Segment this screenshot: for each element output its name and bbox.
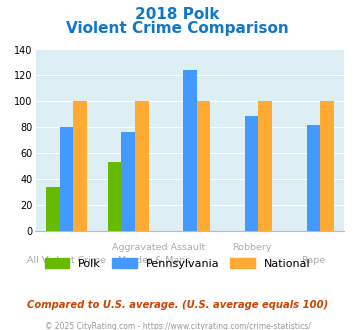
Bar — [197, 101, 210, 231]
Bar — [258, 101, 272, 231]
Bar — [245, 115, 258, 231]
Bar — [307, 125, 320, 231]
Bar — [183, 70, 197, 231]
Text: Rape: Rape — [301, 256, 326, 265]
Text: 2018 Polk: 2018 Polk — [135, 7, 220, 21]
Bar — [135, 101, 148, 231]
Text: Aggravated Assault: Aggravated Assault — [113, 243, 206, 251]
Text: Robbery: Robbery — [232, 243, 272, 251]
Bar — [46, 187, 60, 231]
Text: All Violent Crime: All Violent Crime — [27, 256, 106, 265]
Text: Murder & Mans...: Murder & Mans... — [119, 256, 200, 265]
Text: Violent Crime Comparison: Violent Crime Comparison — [66, 21, 289, 36]
Text: Compared to U.S. average. (U.S. average equals 100): Compared to U.S. average. (U.S. average … — [27, 300, 328, 310]
Text: © 2025 CityRating.com - https://www.cityrating.com/crime-statistics/: © 2025 CityRating.com - https://www.city… — [45, 322, 310, 330]
Legend: Polk, Pennsylvania, National: Polk, Pennsylvania, National — [40, 254, 315, 273]
Bar — [73, 101, 87, 231]
Bar — [320, 101, 334, 231]
Bar — [108, 162, 121, 231]
Bar — [60, 127, 73, 231]
Bar — [121, 132, 135, 231]
